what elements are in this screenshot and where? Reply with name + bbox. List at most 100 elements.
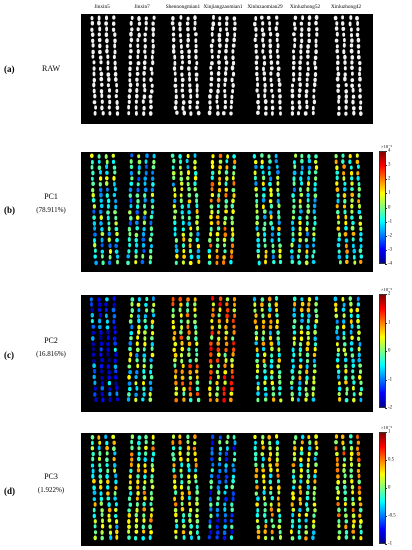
seed-kernel (336, 243, 341, 248)
seed-kernel (230, 220, 234, 226)
seed-kernel (193, 302, 197, 307)
seed-kernel (136, 335, 140, 340)
seed-kernel (134, 260, 138, 265)
seed-kernel (152, 302, 156, 308)
seed-kernel (128, 357, 132, 363)
seed-kernel (209, 490, 213, 496)
seed-kernel (344, 99, 348, 104)
seed-kernel (108, 391, 112, 397)
seed-kernel (215, 260, 219, 266)
seed-kernel (106, 347, 110, 353)
colorbar-exponent-pc3: ×10⁻³ (381, 425, 392, 430)
seed-kernel (312, 203, 317, 209)
seed-kernel (267, 313, 272, 318)
seed-kernel (232, 180, 236, 186)
seed-kernel (262, 187, 266, 192)
seed-kernel (99, 501, 103, 506)
seed-kernel (343, 357, 348, 363)
seed-kernel (136, 27, 140, 32)
seed-kernel (335, 187, 340, 193)
seed-kernel (356, 176, 360, 181)
seed-kernel (127, 104, 131, 110)
seed-kernel (350, 335, 354, 341)
seed-kernel (193, 474, 198, 479)
seed-kernel (343, 198, 347, 204)
seed-kernel (194, 462, 198, 468)
seed-kernel (210, 26, 215, 32)
seed-kernel (181, 232, 186, 237)
seed-kernel (256, 254, 260, 259)
seed-kernel (107, 513, 111, 518)
seed-kernel (142, 357, 146, 363)
seed-kernel (195, 341, 199, 347)
seed-kernel (193, 181, 197, 187)
seed-kernel (173, 496, 177, 502)
seed-kernel (270, 99, 274, 104)
seed-kernel (269, 71, 273, 76)
seed-kernel (231, 474, 236, 479)
seed-kernel (358, 248, 363, 254)
seed-kernel (313, 485, 317, 491)
seed-kernel (149, 518, 153, 523)
seed-kernel (188, 375, 193, 380)
seed-kernel (333, 296, 338, 302)
seed-kernel (306, 479, 310, 485)
seed-kernel (314, 462, 318, 467)
seed-kernel (256, 535, 261, 540)
seed-kernel (277, 82, 282, 87)
seed-kernel (269, 467, 273, 473)
seed-kernel (304, 386, 308, 392)
colorbar-tick-label: -0.5 (388, 513, 396, 519)
seed-kernel (293, 301, 297, 307)
seed-kernel (274, 153, 278, 159)
seed-kernel (357, 186, 361, 192)
seed-kernel (306, 203, 310, 209)
seed-kernel (112, 165, 117, 170)
seed-kernel (263, 397, 268, 402)
seed-kernel (182, 397, 186, 402)
colorbar-tick-label: 4 (388, 148, 391, 154)
seed-kernel (150, 232, 154, 237)
colorbar-tick-mark (385, 351, 387, 352)
seed-kernel (304, 93, 308, 99)
seed-kernel (270, 88, 274, 93)
seed-image-pc3 (81, 433, 373, 546)
seed-kernel (357, 199, 361, 204)
seed-kernel (348, 296, 353, 301)
seed-kernel (290, 88, 295, 94)
seed-kernel (90, 446, 95, 451)
seed-kernel (313, 456, 317, 461)
seed-kernel (358, 203, 361, 209)
seed-kernel (224, 181, 228, 187)
seed-kernel (268, 473, 273, 479)
seed-kernel (195, 530, 199, 535)
seed-kernel (255, 374, 259, 380)
seed-kernel (114, 204, 118, 210)
seed-kernel (349, 301, 353, 307)
seed-kernel (208, 530, 213, 535)
seed-kernel (195, 380, 200, 385)
seed-kernel (105, 319, 109, 324)
seed-kernel (178, 440, 182, 445)
seed-kernel (356, 21, 360, 26)
seed-kernel (136, 490, 140, 496)
seed-kernel (107, 226, 111, 232)
seed-grid-pc1 (89, 153, 364, 266)
seed-kernel (93, 535, 97, 541)
seed-kernel (92, 209, 96, 214)
seed-kernel (188, 392, 193, 397)
seed-kernel (231, 71, 236, 77)
seed-kernel (341, 440, 345, 446)
seed-kernel (179, 319, 183, 324)
seed-kernel (137, 324, 141, 330)
seed-kernel (181, 215, 185, 220)
seed-kernel (269, 77, 273, 83)
seed-kernel (174, 77, 177, 83)
seed-kernel (115, 83, 119, 88)
seed-kernel (89, 153, 94, 159)
seed-kernel (129, 37, 134, 43)
seed-kernel (174, 512, 178, 518)
seed-kernel (92, 368, 97, 374)
seed-kernel (210, 468, 214, 473)
seed-kernel (338, 397, 342, 402)
